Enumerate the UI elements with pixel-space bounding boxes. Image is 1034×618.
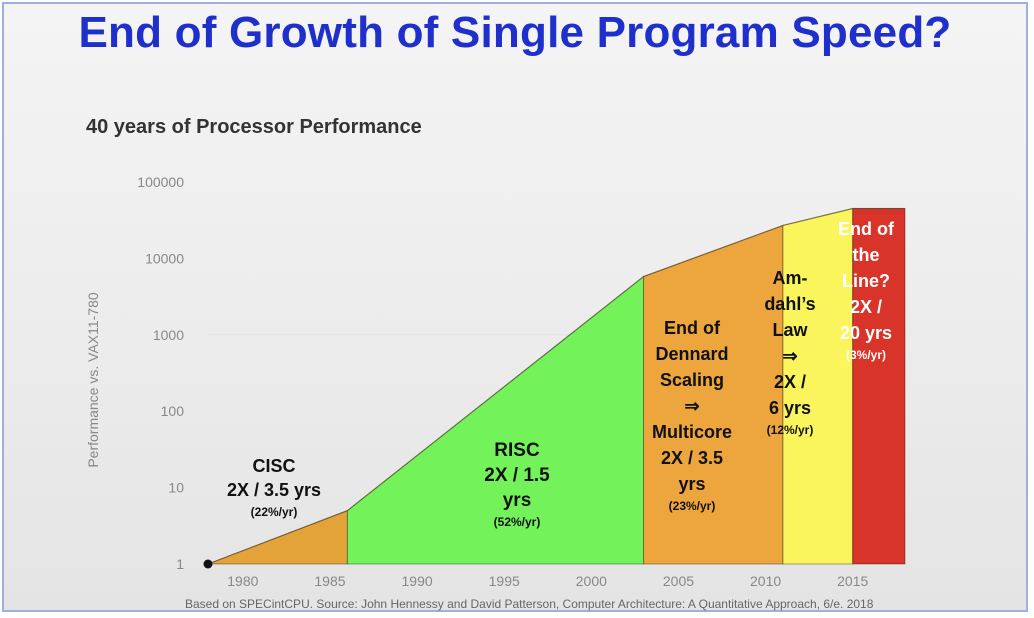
region-rate-dennard: (23%/yr) xyxy=(669,499,716,513)
region-label-amdahl: ⇒ xyxy=(782,346,797,366)
x-tick-label: 1980 xyxy=(227,573,258,589)
region-label-dennard: yrs xyxy=(678,474,705,494)
region-label-amdahl: Law xyxy=(772,320,808,340)
region-label-dennard: End of xyxy=(664,318,721,338)
y-tick-label: 10 xyxy=(168,480,184,496)
y-tick-label: 100000 xyxy=(137,174,184,190)
source-note: Based on SPECintCPU. Source: John Hennes… xyxy=(185,597,874,611)
y-tick-label: 10000 xyxy=(145,250,184,266)
region-label-dennard: 2X / 3.5 xyxy=(661,448,723,468)
x-tick-label: 1995 xyxy=(489,573,520,589)
x-tick-label: 2010 xyxy=(750,573,781,589)
region-rate-risc: (52%/yr) xyxy=(494,515,541,529)
region-dennard xyxy=(643,224,784,565)
x-tick-label: 2000 xyxy=(576,573,607,589)
x-tick-label: 1990 xyxy=(402,573,433,589)
region-label-risc: RISC xyxy=(494,440,540,461)
performance-curve xyxy=(207,207,905,565)
y-tick-label: 1 xyxy=(176,556,184,572)
region-label-risc: 2X / 1.5 xyxy=(484,465,550,486)
x-tick-label: 1985 xyxy=(314,573,345,589)
region-label-cisc: CISC xyxy=(252,456,295,476)
chart-title: 40 years of Processor Performance xyxy=(86,116,422,138)
y-tick-label: 100 xyxy=(161,403,185,419)
region-label-amdahl: 6 yrs xyxy=(769,398,811,418)
origin-point xyxy=(203,559,213,569)
y-axis-label: Performance vs. VAX11-780 xyxy=(85,292,101,468)
region-label-end_of_line: End of xyxy=(838,219,895,239)
region-rate-end_of_line: (3%/yr) xyxy=(846,348,886,362)
region-label-dennard: Scaling xyxy=(660,370,724,390)
region-label-end_of_line: Line? xyxy=(842,271,890,291)
region-label-dennard: Dennard xyxy=(655,344,728,364)
region-label-cisc: 2X / 3.5 yrs xyxy=(227,480,321,500)
region-label-dennard: Multicore xyxy=(652,422,732,442)
region-label-risc: yrs xyxy=(503,490,532,511)
x-tick-label: 2005 xyxy=(663,573,694,589)
slide-title: End of Growth of Single Program Speed? xyxy=(78,8,952,57)
region-label-amdahl: dahl’s xyxy=(764,294,815,314)
region-label-amdahl: 2X / xyxy=(774,372,806,392)
y-tick-label: 1000 xyxy=(153,327,184,343)
region-label-amdahl: Am- xyxy=(773,268,808,288)
x-tick-label: 2015 xyxy=(837,573,868,589)
region-rate-cisc: (22%/yr) xyxy=(251,505,298,519)
region-label-end_of_line: 20 yrs xyxy=(840,323,892,343)
region-label-end_of_line: 2X / xyxy=(850,297,882,317)
region-rate-amdahl: (12%/yr) xyxy=(767,423,814,437)
region-label-dennard: ⇒ xyxy=(684,396,699,416)
region-label-end_of_line: the xyxy=(853,245,880,265)
